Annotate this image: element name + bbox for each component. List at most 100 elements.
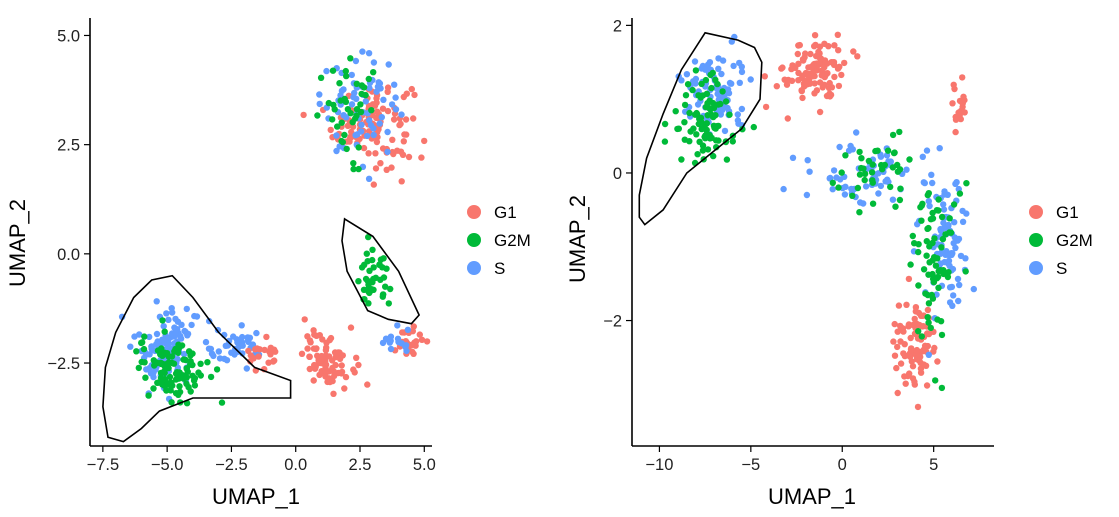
point-s <box>877 182 885 190</box>
point-g1 <box>364 381 371 388</box>
point-g2m <box>726 111 733 118</box>
point-g1 <box>399 329 406 336</box>
point-s <box>921 179 928 187</box>
point-g1 <box>907 334 914 342</box>
point-g1 <box>811 80 818 87</box>
point-s <box>174 355 181 363</box>
point-g1 <box>423 338 431 345</box>
point-s <box>829 186 836 193</box>
point-g2m <box>915 328 922 335</box>
point-g2m <box>380 255 387 262</box>
point-s <box>715 55 722 62</box>
point-s <box>853 129 860 136</box>
point-g1 <box>901 341 908 348</box>
point-g1 <box>369 101 377 108</box>
point-s <box>959 207 966 215</box>
point-g2m <box>141 333 148 340</box>
point-s <box>163 310 170 317</box>
point-g2m <box>187 358 194 365</box>
point-g1 <box>377 160 384 167</box>
point-g1 <box>270 346 278 353</box>
point-g1 <box>416 331 423 338</box>
point-g1 <box>905 321 913 328</box>
point-g1 <box>319 336 326 343</box>
point-g1 <box>327 334 335 342</box>
point-g1 <box>904 372 912 380</box>
point-g1 <box>905 352 912 359</box>
point-s <box>362 98 369 105</box>
point-g2m <box>344 106 352 113</box>
point-s <box>365 50 373 57</box>
point-g2m <box>892 203 899 210</box>
point-s <box>391 81 398 88</box>
legend-key-g1 <box>1029 205 1043 219</box>
point-s <box>923 147 931 154</box>
point-g2m <box>681 119 688 126</box>
point-g1 <box>347 324 355 331</box>
point-g2m <box>915 248 922 256</box>
point-s <box>929 179 936 187</box>
point-g2m <box>353 80 360 88</box>
point-g1 <box>400 138 407 145</box>
point-g2m <box>364 258 371 265</box>
point-g2m <box>207 373 215 381</box>
legend-label-g1: G1 <box>1056 203 1079 222</box>
point-g1 <box>838 71 845 79</box>
point-g2m <box>347 55 354 62</box>
point-s <box>172 329 179 336</box>
point-g2m <box>750 123 757 131</box>
point-g1 <box>788 65 795 73</box>
point-s <box>803 191 811 199</box>
point-s <box>956 281 963 289</box>
scatter-points-left <box>118 48 431 407</box>
point-s <box>350 94 357 101</box>
point-g2m <box>710 122 718 129</box>
point-g2m <box>869 177 876 184</box>
legend-left: G1 G2M S <box>467 203 531 278</box>
point-g2m <box>918 333 925 340</box>
point-g2m <box>722 98 730 105</box>
point-s <box>959 218 967 225</box>
point-s <box>877 153 885 160</box>
point-g2m <box>358 90 365 98</box>
point-g1 <box>818 72 825 79</box>
point-g2m <box>157 374 165 382</box>
point-g2m <box>703 127 710 134</box>
point-g1 <box>342 373 350 381</box>
legend-label-s: S <box>494 259 505 278</box>
point-g2m <box>934 316 941 323</box>
point-g2m <box>723 156 731 163</box>
point-g2m <box>926 243 933 250</box>
point-g2m <box>695 92 702 99</box>
point-s <box>237 340 245 347</box>
point-g2m <box>712 76 719 84</box>
point-g2m <box>896 196 904 204</box>
point-g2m <box>946 215 953 222</box>
point-g2m <box>337 97 344 104</box>
point-g2m <box>918 217 925 224</box>
point-s <box>188 321 195 329</box>
point-g2m <box>950 201 958 208</box>
point-g2m <box>890 149 898 157</box>
point-s <box>728 80 735 87</box>
point-s <box>223 357 231 364</box>
point-g2m <box>896 128 903 136</box>
point-g2m <box>707 106 714 113</box>
point-s <box>715 65 722 73</box>
point-g1 <box>388 164 395 171</box>
point-s <box>928 171 935 178</box>
point-g1 <box>824 60 831 67</box>
point-g1 <box>920 361 928 368</box>
point-s <box>950 292 957 299</box>
point-g1 <box>894 343 901 351</box>
point-s <box>146 333 153 341</box>
point-g1 <box>322 367 329 374</box>
point-g1 <box>911 378 918 385</box>
point-g2m <box>172 390 180 397</box>
point-s <box>387 345 395 353</box>
point-g2m <box>187 352 194 359</box>
point-g2m <box>849 192 856 199</box>
point-s <box>181 327 188 335</box>
point-g2m <box>703 90 711 98</box>
point-g2m <box>884 147 892 154</box>
